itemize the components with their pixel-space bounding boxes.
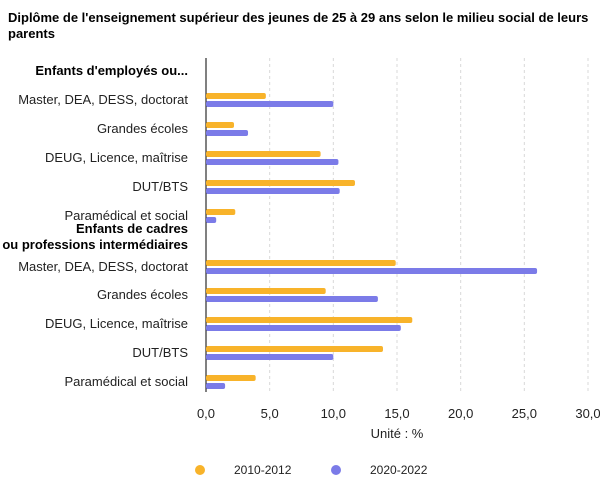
x-tick-label: 5,0 <box>261 406 279 421</box>
category-label: DUT/BTS <box>132 179 188 194</box>
bar-2010-2012 <box>206 122 235 128</box>
bar-2010-2012 <box>206 317 413 323</box>
bar-2020-2022 <box>206 268 538 274</box>
x-tick-label: 30,0 <box>575 406 600 421</box>
bar-2020-2022 <box>206 217 217 223</box>
bar-2020-2022 <box>206 130 249 136</box>
category-label: DUT/BTS <box>132 345 188 360</box>
x-tick-label: 0,0 <box>197 406 215 421</box>
legend-label: 2010-2012 <box>234 463 292 477</box>
bar-2020-2022 <box>206 325 401 331</box>
category-label: Grandes écoles <box>97 121 189 136</box>
group-label-line: Enfants d'employés ou... <box>35 63 188 78</box>
group-label: Enfants de cadres ou professions interméd… <box>2 221 188 252</box>
bar-2010-2012 <box>206 288 326 294</box>
bar-2010-2012 <box>206 346 383 352</box>
bar-2010-2012 <box>206 180 355 186</box>
bar-2020-2022 <box>206 383 226 389</box>
x-tick-label: 25,0 <box>512 406 537 421</box>
bar-2020-2022 <box>206 296 378 302</box>
category-label: Paramédical et social <box>64 208 188 223</box>
bar-2010-2012 <box>206 260 396 266</box>
legend-marker <box>331 465 341 475</box>
chart-title: Diplôme de l'enseignement supérieur des … <box>8 10 589 41</box>
legend: 2010-2012 2020-2022 <box>195 463 428 477</box>
category-label: Master, DEA, DESS, doctorat <box>18 259 188 274</box>
bar-2020-2022 <box>206 354 334 360</box>
bar-2020-2022 <box>206 159 339 165</box>
x-tick-labels: 0,0 5,0 10,0 15,0 20,0 25,0 30,0 <box>197 406 600 421</box>
x-tick-label: 20,0 <box>448 406 473 421</box>
x-tick-label: 15,0 <box>384 406 409 421</box>
legend-label: 2020-2022 <box>370 463 428 477</box>
x-tick-label: 10,0 <box>321 406 346 421</box>
category-labels: Enfants d'employés ou... Master, DEA, DES… <box>2 63 188 389</box>
bar-2010-2012 <box>206 151 321 157</box>
bar-2010-2012 <box>206 93 266 99</box>
group-label-line: ou professions intermédiaires <box>2 237 188 252</box>
legend-marker <box>195 465 205 475</box>
category-label: Master, DEA, DESS, doctorat <box>18 92 188 107</box>
category-label: Grandes écoles <box>97 287 189 302</box>
category-label: Paramédical et social <box>64 374 188 389</box>
category-label: DEUG, Licence, maîtrise <box>45 150 188 165</box>
bar-2020-2022 <box>206 101 334 107</box>
group-label-line: Enfants de cadres <box>76 221 188 236</box>
bar-2010-2012 <box>206 375 256 381</box>
group-label: Enfants d'employés ou... <box>35 63 188 78</box>
bars-layer <box>206 93 538 389</box>
grid-layer <box>205 58 589 392</box>
bar-2010-2012 <box>206 209 236 215</box>
bar-2020-2022 <box>206 188 340 194</box>
x-axis-title: Unité : % <box>371 426 424 441</box>
category-label: DEUG, Licence, maîtrise <box>45 316 188 331</box>
